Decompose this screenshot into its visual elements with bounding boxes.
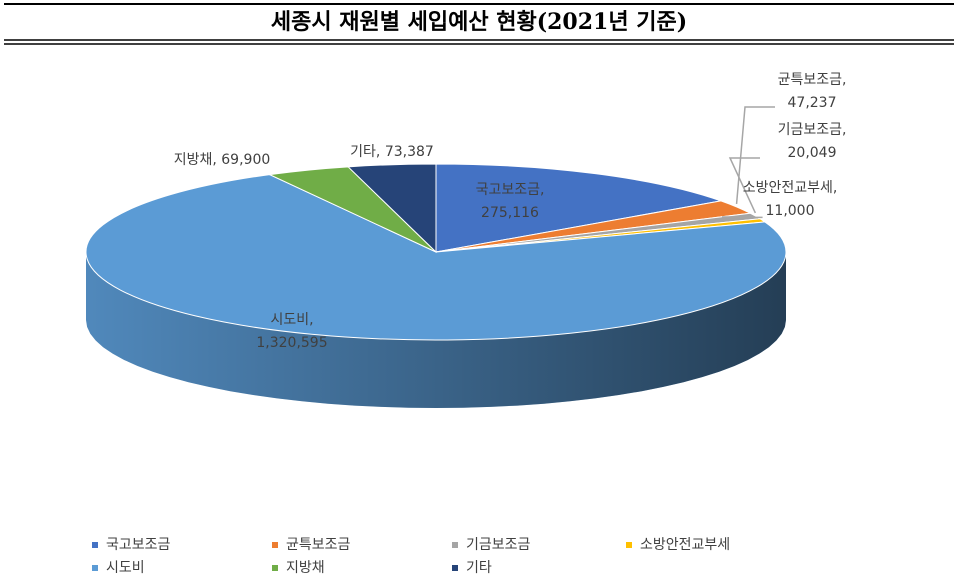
data-label: 기금보조금, 20,049 [778,122,847,161]
data-label: 소방안전교부세, 11,000 [743,180,838,219]
side-shade [86,252,786,408]
legend-label: 시도비 [106,560,145,576]
data-label: 기타, 73,387 [350,144,434,160]
leader-line [735,106,775,204]
legend-label: 소방안전교부세 [640,537,730,553]
legend-label: 기금보조금 [466,537,531,553]
legend-swatch [92,565,98,571]
legend-swatch [92,542,98,548]
slice [85,174,787,341]
legend-swatch [452,565,458,571]
slice [346,163,437,254]
data-label: 지방채, 69,900 [174,152,271,168]
chart-title: 세종시 재원별 세입예산 현황(2021년 기준) [271,9,687,35]
data-label: 국고보조금, 275,116 [476,182,545,221]
data-label: 균특보조금, 47,237 [778,72,847,111]
legend-swatch [626,542,632,548]
legend-swatch [452,542,458,548]
data-label: 시도비, 1,320,595 [256,312,327,351]
legend-label: 기타 [466,560,492,576]
legend-label: 균특보조금 [286,537,351,553]
legend-label: 국고보조금 [106,537,171,553]
legend-swatch [272,542,278,548]
leader-line [728,157,760,214]
legend-swatch [272,565,278,571]
legend-label: 지방채 [286,560,325,576]
slice [435,163,723,253]
